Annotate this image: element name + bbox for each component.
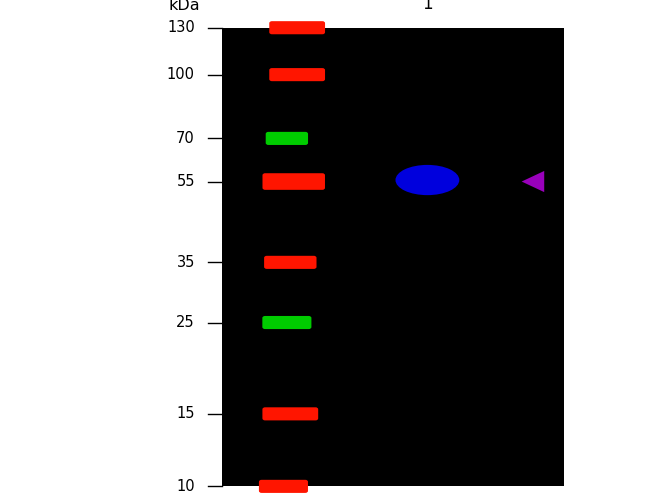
Text: kDa: kDa [169, 0, 201, 13]
FancyBboxPatch shape [259, 480, 308, 493]
Text: 100: 100 [167, 67, 195, 82]
Text: 130: 130 [167, 20, 195, 35]
Polygon shape [521, 171, 544, 192]
Text: 10: 10 [176, 479, 195, 494]
Bar [222, 28, 564, 486]
Text: 55: 55 [176, 174, 195, 189]
FancyBboxPatch shape [262, 316, 311, 329]
Text: 15: 15 [176, 406, 195, 421]
Text: 1: 1 [422, 0, 433, 13]
FancyBboxPatch shape [269, 68, 325, 81]
FancyBboxPatch shape [264, 256, 317, 269]
FancyBboxPatch shape [263, 407, 319, 420]
Text: 70: 70 [176, 131, 195, 146]
Text: 25: 25 [176, 315, 195, 330]
Ellipse shape [395, 165, 460, 195]
FancyBboxPatch shape [265, 132, 308, 145]
FancyBboxPatch shape [269, 21, 325, 34]
FancyBboxPatch shape [263, 173, 325, 190]
Text: 35: 35 [177, 255, 195, 270]
